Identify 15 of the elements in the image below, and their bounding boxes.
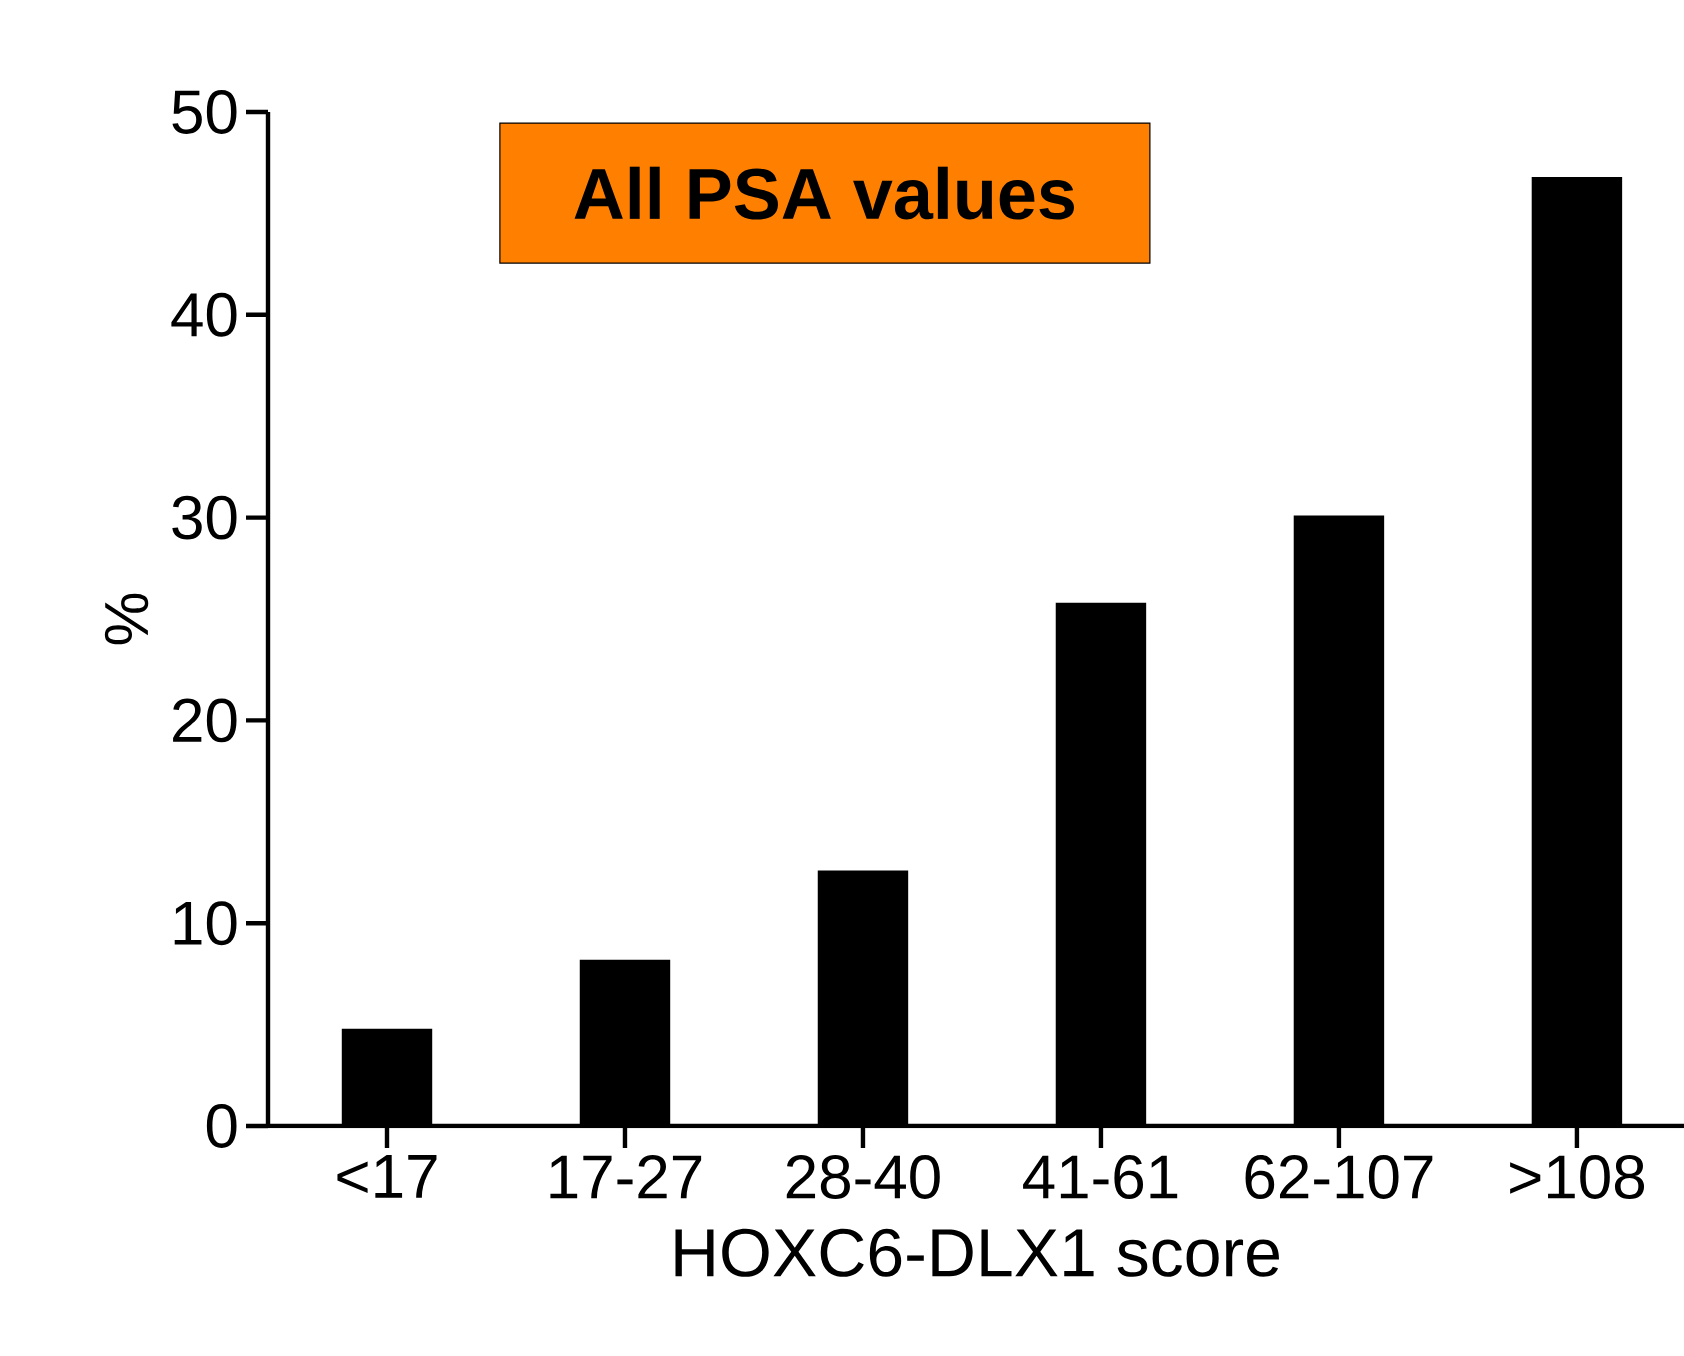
x-tick-label: >108 bbox=[1510, 1155, 1645, 1199]
annotation: All PSA values bbox=[574, 166, 1074, 220]
x-axis-title: HOXC6-DLX1 score bbox=[675, 1228, 1279, 1277]
y-tick-label: 0 bbox=[206, 1104, 237, 1148]
y-tick-label: 20 bbox=[173, 698, 237, 743]
y-axis-title: % bbox=[104, 593, 149, 645]
y-tick-label: 50 bbox=[172, 90, 237, 134]
x-tick-label: 41-61 bbox=[1023, 1155, 1178, 1199]
x-tick-label: 28-40 bbox=[786, 1155, 940, 1199]
x-tick-label: 17-27 bbox=[550, 1155, 702, 1199]
y-tick-label: 40 bbox=[171, 292, 237, 337]
y-tick-label: 10 bbox=[174, 901, 237, 946]
y-tick-label: 30 bbox=[172, 495, 237, 540]
x-tick-label: <17 bbox=[337, 1155, 437, 1198]
x-tick-label: 62-107 bbox=[1245, 1155, 1433, 1199]
